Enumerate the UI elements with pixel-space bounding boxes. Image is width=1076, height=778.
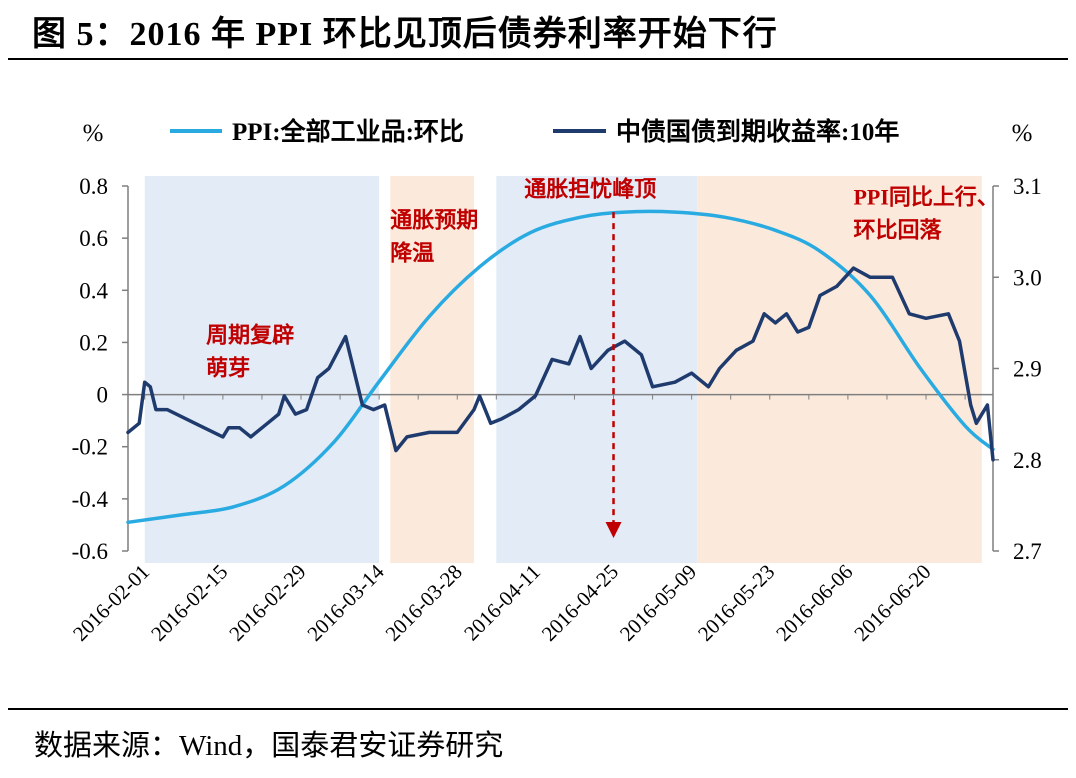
- annotation-text: 通胀担忧峰顶: [524, 176, 656, 201]
- legend-label-bond: 中债国债到期收益率:10年: [616, 117, 899, 146]
- x-tick-label: 2016-04-11: [459, 560, 545, 646]
- left-tick-label: 0: [97, 383, 109, 408]
- legend: PPI:全部工业品:环比 中债国债到期收益率:10年: [170, 117, 899, 146]
- x-tick-label: 2016-02-29: [224, 560, 310, 646]
- x-tick-label: 2016-02-01: [68, 560, 154, 646]
- source-note: 数据来源：Wind，国泰君安证券研究: [34, 730, 504, 762]
- line-chart: 0.8 0.6 0.4 0.2 0 -0.2 -0.4 -0.6 3.1 3.0 2.9 2.8 2.7…: [68, 117, 1042, 646]
- annotation-text: 环比回落: [853, 217, 942, 242]
- left-tick-label: -0.4: [72, 487, 109, 512]
- annotation-text: PPI同比上行、: [853, 184, 998, 209]
- x-tick-label: 2016-04-25: [537, 560, 623, 646]
- right-tick-label: 2.7: [1013, 539, 1042, 564]
- shaded-region-1: [144, 176, 380, 563]
- annotation-text: 通胀预期: [390, 208, 478, 233]
- right-axis-unit: %: [1012, 120, 1033, 147]
- annotation-text: 降温: [390, 241, 434, 266]
- x-tick-label: 2016-06-06: [771, 560, 857, 646]
- left-axis-unit: %: [83, 120, 104, 147]
- figure-title: 图 5：2016 年 PPI 环比见顶后债券利率开始下行: [32, 16, 778, 53]
- left-tick-label: 0.8: [79, 174, 108, 199]
- peak-marker: [605, 212, 622, 538]
- title-rule: [8, 58, 1068, 60]
- shaded-region-4: [697, 176, 982, 563]
- axes: [122, 185, 999, 552]
- left-tick-label: -0.6: [72, 539, 108, 564]
- x-tick-label: 2016-05-23: [693, 560, 779, 646]
- right-tick-label: 3.1: [1013, 174, 1042, 199]
- shaded-region-3: [496, 176, 698, 563]
- right-tick-label: 3.0: [1013, 265, 1042, 290]
- x-tick-label: 2016-05-09: [615, 560, 701, 646]
- series: [126, 209, 995, 525]
- left-tick-label: -0.2: [72, 435, 108, 460]
- x-tick-label: 2016-03-14: [302, 559, 389, 646]
- series-line-ppi: [126, 209, 995, 525]
- peak-arrow-head: [605, 521, 622, 538]
- right-tick-label: 2.8: [1013, 448, 1042, 473]
- annotation-text: 周期复辟: [206, 322, 294, 347]
- shaded-region-2: [390, 176, 474, 563]
- left-tick-label: 0.4: [79, 278, 108, 303]
- x-tick-label: 2016-02-15: [146, 560, 232, 646]
- right-tick-label: 2.9: [1013, 357, 1042, 382]
- series-line-bond-yield: [126, 266, 995, 462]
- left-tick-label: 0.6: [79, 226, 108, 251]
- source-rule: [8, 708, 1068, 710]
- left-tick-label: 0.2: [79, 330, 108, 355]
- annotation-text: 萌芽: [206, 355, 250, 380]
- x-tick-label: 2016-06-20: [849, 560, 935, 646]
- legend-label-ppi: PPI:全部工业品:环比: [232, 117, 464, 146]
- x-tick-label: 2016-03-28: [381, 560, 467, 646]
